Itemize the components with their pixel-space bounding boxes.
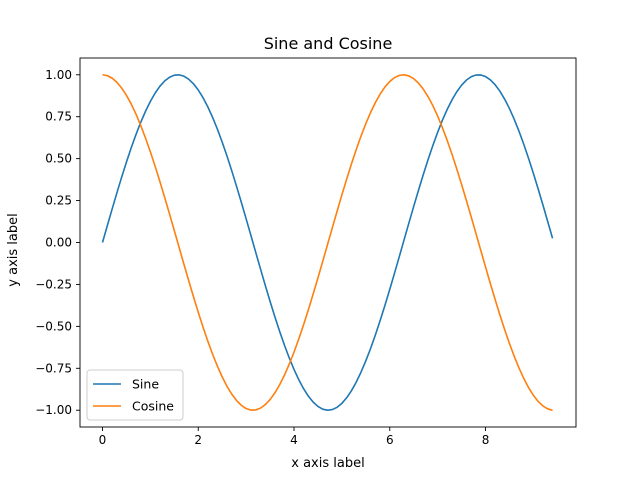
chart-title: Sine and Cosine: [264, 34, 393, 53]
y-tick-label: −0.25: [35, 277, 72, 291]
x-tick-label: 4: [290, 433, 298, 447]
x-tick-label: 2: [194, 433, 202, 447]
y-tick-label: 0.75: [45, 110, 72, 124]
x-tick-label: 6: [386, 433, 394, 447]
x-tick-label: 0: [99, 433, 107, 447]
y-axis-title: y axis label: [6, 213, 21, 286]
y-tick-label: −0.75: [35, 361, 72, 375]
x-tick-label: 8: [482, 433, 490, 447]
series-line-sine: [101, 74, 554, 412]
x-axis: 0 2 4 6 8: [99, 427, 490, 447]
legend-box: [86, 369, 184, 421]
y-axis: −1.00 −0.75 −0.50 −0.25 0.00 0.25 0.50 0.75 1.00: [35, 68, 80, 417]
y-tick-label: 1.00: [45, 68, 72, 82]
x-axis-title: x axis label: [291, 456, 364, 471]
y-tick-label: 0.00: [45, 236, 72, 250]
y-tick-label: 0.50: [45, 152, 72, 166]
legend-label-cosine: Cosine: [132, 399, 174, 414]
legend: Sine Cosine: [86, 369, 184, 421]
y-tick-label: −1.00: [35, 403, 72, 417]
legend-label-sine: Sine: [132, 377, 159, 392]
series-line-cosine: [102, 73, 553, 411]
y-tick-label: 0.25: [45, 194, 72, 208]
y-tick-label: −0.50: [35, 319, 72, 333]
